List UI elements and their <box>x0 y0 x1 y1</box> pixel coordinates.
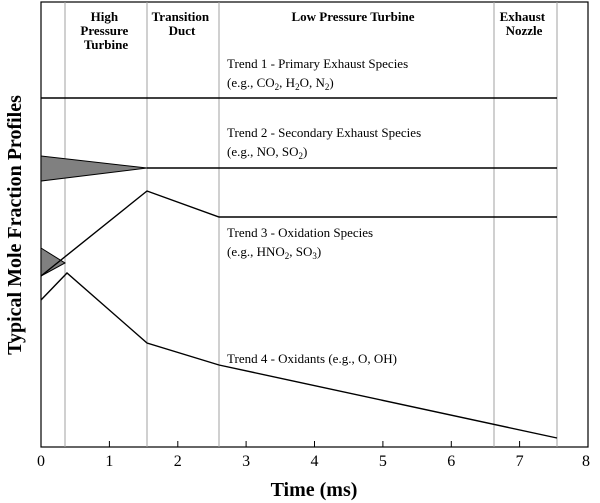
x-ticks <box>40 441 589 447</box>
x-tick-label: 2 <box>174 453 182 470</box>
trend2-examples: (e.g., NO, SO2) <box>227 144 307 161</box>
x-tick-label: 0 <box>37 453 45 470</box>
trend4-label: Trend 4 - Oxidants (e.g., O, OH) <box>227 351 397 366</box>
y-axis-title: Typical Mole Fraction Profiles <box>4 95 26 355</box>
x-axis-title: Time (ms) <box>271 479 358 501</box>
x-tick-label: 6 <box>447 453 455 470</box>
x-tick-label: 4 <box>311 453 319 470</box>
section-lpt: Low Pressure Turbine <box>291 9 414 24</box>
trend3-examples: (e.g., HNO2, SO3) <box>227 244 321 261</box>
x-tick-label: 8 <box>582 453 590 470</box>
x-tick-label: 1 <box>105 453 113 470</box>
section-nozzle: Exhaust Nozzle <box>500 9 549 38</box>
section-hpt: High Pressure Turbine <box>80 9 131 52</box>
trend1-examples: (e.g., CO2, H2O, N2) <box>227 75 334 92</box>
trend3-label: Trend 3 - Oxidation Species <box>227 225 373 240</box>
x-tick-label: 7 <box>516 453 524 470</box>
x-tick-label: 5 <box>379 453 387 470</box>
section-dividers <box>64 2 558 447</box>
section-duct: Transition Duct <box>152 9 213 38</box>
trend2-label: Trend 2 - Secondary Exhaust Species <box>227 125 421 140</box>
trend4-line <box>40 272 558 439</box>
x-tick-label: 3 <box>242 453 250 470</box>
trend3-shaded-wedge <box>40 247 66 277</box>
trend2-shaded-wedge <box>40 155 148 182</box>
trend1-label: Trend 1 - Primary Exhaust Species <box>227 56 408 71</box>
trend3-line <box>40 190 557 277</box>
